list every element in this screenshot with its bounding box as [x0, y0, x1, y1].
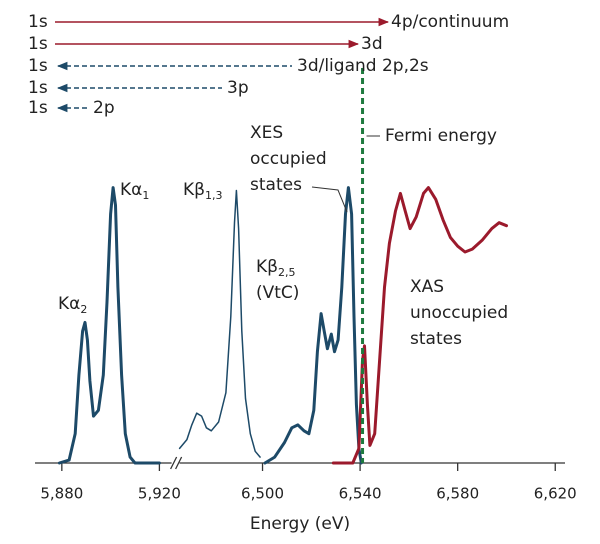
- annotation: Kα1: [120, 180, 149, 202]
- transition-to: 3d/ligand 2p,2s: [297, 56, 429, 76]
- transition-to: 3p: [227, 78, 249, 98]
- leader-line: [311, 186, 348, 213]
- axis-break: [175, 456, 183, 470]
- annotation-subscript: 2,5: [278, 266, 296, 279]
- annotation-text: Kα: [120, 180, 142, 200]
- annotation: Kβ1,3: [183, 180, 223, 202]
- transition-from: 1s: [28, 78, 48, 98]
- transition-from: 1s: [28, 34, 48, 54]
- annotation-text: occupied: [250, 149, 327, 169]
- transition-from: 1s: [28, 12, 48, 32]
- spectrum-line: [263, 186, 363, 465]
- transition-to: 3d: [361, 34, 383, 54]
- transition-to: 2p: [93, 98, 115, 118]
- annotation: unoccupied: [410, 303, 508, 323]
- annotation: (VtC): [256, 283, 299, 303]
- annotation-text: Kβ: [256, 257, 278, 277]
- transition-from: 1s: [28, 56, 48, 76]
- annotation-subscript: 1: [142, 189, 149, 202]
- axis-break: [170, 456, 178, 470]
- spectrum-line: [178, 189, 261, 458]
- transition-to: 4p/continuum: [391, 12, 509, 32]
- annotation-subscript: 2: [80, 303, 87, 316]
- x-tick-label: 6,620: [534, 485, 577, 503]
- annotation: Fermi energy: [385, 126, 497, 146]
- x-tick-label: 6,540: [339, 485, 382, 503]
- x-tick-label: 6,500: [241, 485, 284, 503]
- annotation-text: unoccupied: [410, 303, 508, 323]
- annotation: Kβ2,5: [256, 257, 296, 279]
- annotation: states: [410, 329, 462, 349]
- transition-from: 1s: [28, 98, 48, 118]
- annotation: occupied: [250, 149, 327, 169]
- annotation: Kα2: [58, 294, 87, 316]
- annotation: XAS: [410, 277, 444, 297]
- x-tick-label: 5,920: [138, 485, 181, 503]
- spectrum-line: [57, 186, 161, 465]
- annotation-text: states: [410, 329, 462, 349]
- annotation-text: XES: [250, 123, 283, 143]
- x-axis-label: Energy (eV): [250, 514, 350, 534]
- x-tick-label: 6,580: [436, 485, 479, 503]
- annotation: XES: [250, 123, 283, 143]
- annotation-subscript: 1,3: [205, 189, 223, 202]
- annotation-text: Fermi energy: [385, 126, 497, 146]
- annotation-text: Kα: [58, 294, 80, 314]
- annotation-text: states: [250, 175, 302, 195]
- annotation-text: Kβ: [183, 180, 205, 200]
- annotation-text: XAS: [410, 277, 444, 297]
- x-tick-label: 5,880: [40, 485, 83, 503]
- spectrum-line: [331, 186, 508, 465]
- annotation: states: [250, 175, 302, 195]
- annotation-text: (VtC): [256, 283, 299, 303]
